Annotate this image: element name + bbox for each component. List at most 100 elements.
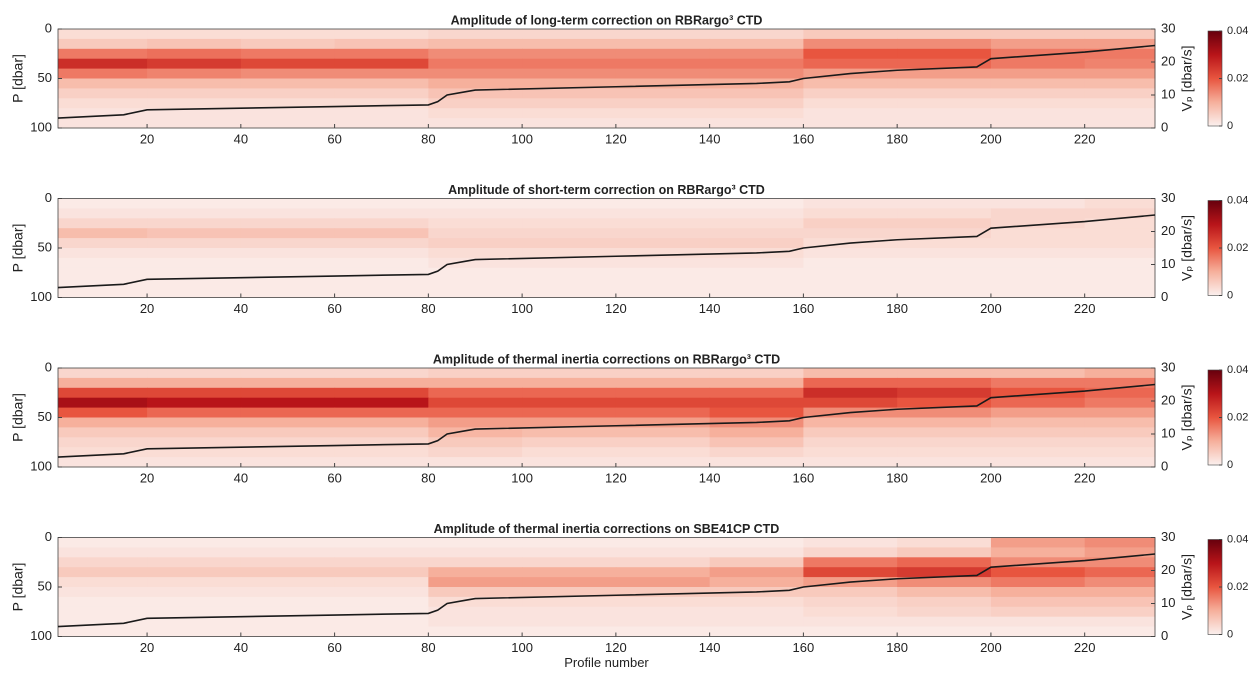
heat-cell <box>334 557 429 568</box>
y-tick-label: 50 <box>38 239 52 254</box>
heat-cell <box>1084 88 1156 99</box>
x-tick-label: 200 <box>980 301 1002 316</box>
heat-cell <box>428 377 523 389</box>
heat-cell <box>897 537 992 548</box>
heat-cell <box>1084 287 1156 298</box>
heat-cell <box>897 427 992 438</box>
y2-axis-label: Vₚ [dbar/s] <box>1179 215 1195 281</box>
heat-cell <box>615 68 711 79</box>
heat-cell <box>240 38 336 50</box>
heat-cell <box>522 606 617 618</box>
heat-cell <box>615 626 711 637</box>
heat-cell <box>1084 577 1156 588</box>
heat-cell <box>147 88 242 99</box>
heat-cell <box>58 547 148 558</box>
heat-cell <box>615 218 711 229</box>
heat-cell <box>990 78 1086 89</box>
heat-cell <box>1084 626 1156 637</box>
heat-cell <box>803 606 898 618</box>
heat-cell <box>615 397 711 409</box>
heat-cell <box>615 118 711 129</box>
panel: Amplitude of short-term correction on RB… <box>10 183 1249 316</box>
heat-cell <box>615 287 711 298</box>
heat-cell <box>615 78 711 89</box>
heat-cell <box>990 368 1086 379</box>
heat-cell <box>428 437 523 448</box>
panel-title: Amplitude of short-term correction on RB… <box>448 183 765 197</box>
x-tick-label: 100 <box>511 470 533 485</box>
heat-cell <box>240 537 336 548</box>
heat-cell <box>58 377 148 389</box>
heat-cell <box>147 557 242 568</box>
heat-cell <box>1084 68 1156 79</box>
heat-cell <box>58 58 148 70</box>
heat-cell <box>803 108 898 119</box>
heat-cell <box>1084 228 1156 239</box>
y2-axis-label: Vₚ [dbar/s] <box>1179 385 1195 451</box>
heat-cell <box>334 78 429 89</box>
heat-cell <box>803 48 898 60</box>
heat-cell <box>897 547 992 558</box>
heat-cell <box>709 567 804 578</box>
x-tick-label: 40 <box>234 470 248 485</box>
heat-cell <box>334 626 429 637</box>
heat-cell <box>428 118 523 129</box>
y-tick-label: 100 <box>30 289 52 304</box>
heat-cell <box>803 277 898 289</box>
heat-cell <box>147 377 242 389</box>
heat-cell <box>428 267 523 279</box>
heat-cell <box>334 447 429 458</box>
heat-cell <box>615 616 711 628</box>
heat-cell <box>897 626 992 637</box>
heat-cell <box>615 596 711 608</box>
heat-cell <box>428 537 523 548</box>
heat-cell <box>709 267 804 279</box>
heat-cell <box>147 198 242 209</box>
heat-cell <box>240 596 336 608</box>
heat-cell <box>240 108 336 119</box>
heat-cell <box>428 596 523 608</box>
heat-cell <box>147 457 242 468</box>
x-tick-label: 120 <box>605 470 627 485</box>
heat-cell <box>58 457 148 468</box>
heat-cell <box>240 118 336 129</box>
x-tick-label: 80 <box>421 301 435 316</box>
heat-cell <box>428 78 523 89</box>
heat-cell <box>897 616 992 628</box>
y-tick-label: 100 <box>30 119 52 134</box>
x-tick-label: 120 <box>605 131 627 146</box>
heat-cell <box>522 257 617 269</box>
heat-cell <box>615 267 711 279</box>
heat-cell <box>428 248 523 259</box>
heat-cell <box>428 29 523 40</box>
heat-cell <box>58 208 148 219</box>
heat-cell <box>334 417 429 428</box>
x-tick-label: 120 <box>605 301 627 316</box>
heat-cell <box>240 447 336 458</box>
heat-cell <box>709 407 804 418</box>
y2-tick-label: 10 <box>1161 86 1175 101</box>
heat-cell <box>240 606 336 618</box>
heat-cell <box>147 29 242 40</box>
heat-cell <box>990 397 1086 409</box>
y-tick-label: 50 <box>38 70 52 85</box>
heat-cell <box>990 228 1086 239</box>
heat-cell <box>334 48 429 60</box>
heat-cell <box>615 447 711 458</box>
heat-cell <box>897 48 992 60</box>
heat-cell <box>1084 587 1156 598</box>
heat-cell <box>58 267 148 279</box>
heat-cell <box>428 368 523 379</box>
heat-cell <box>58 368 148 379</box>
heat-cell <box>147 417 242 428</box>
x-tick-label: 80 <box>421 131 435 146</box>
heat-cell <box>147 228 242 239</box>
y2-axis-label: Vₚ [dbar/s] <box>1179 46 1195 112</box>
heat-cell <box>240 397 336 409</box>
heat-cell <box>1084 29 1156 40</box>
heat-cell <box>240 417 336 428</box>
heat-cell <box>240 557 336 568</box>
heat-cell <box>428 457 523 468</box>
heat-cell <box>615 567 711 578</box>
heat-cell <box>522 238 617 249</box>
